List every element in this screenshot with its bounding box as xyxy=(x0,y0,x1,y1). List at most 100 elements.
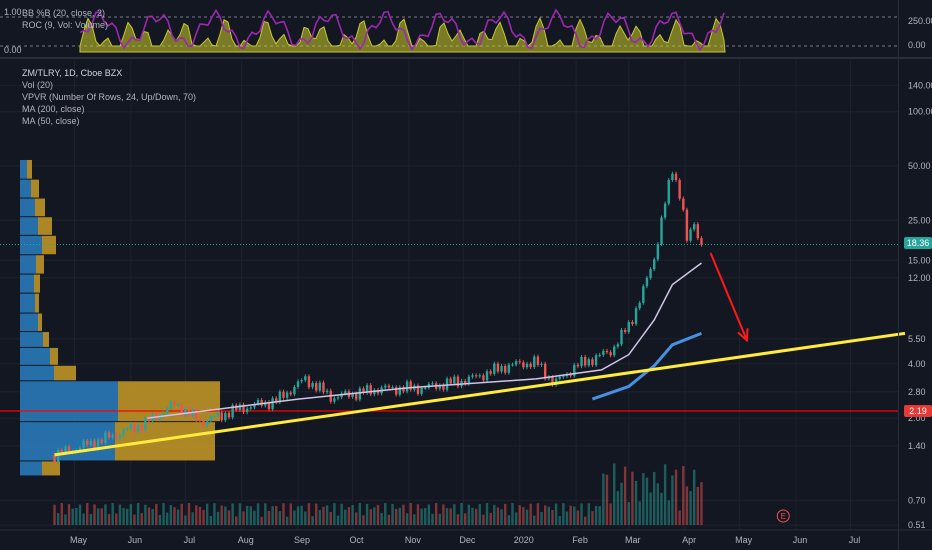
candle-body xyxy=(278,391,282,403)
volume-bar xyxy=(634,480,638,525)
volume-bar xyxy=(264,503,267,525)
volume-bar xyxy=(260,516,263,525)
volume-bar xyxy=(176,509,180,525)
volume-bar xyxy=(482,514,485,525)
volume-bar xyxy=(478,504,481,525)
volume-bar xyxy=(242,511,245,525)
candle-body xyxy=(405,381,409,392)
volume-bar xyxy=(474,508,478,525)
volume-bar xyxy=(653,471,656,525)
bb-legend[interactable]: BB %B (20, close, 2) xyxy=(22,8,106,18)
candle-body xyxy=(216,412,220,417)
time-tick-label: May xyxy=(735,535,753,545)
volume-bar xyxy=(285,516,289,525)
volume-bar xyxy=(485,503,489,525)
candle-body xyxy=(249,407,252,409)
volume-profile-down-bar xyxy=(50,347,58,365)
candle-body xyxy=(583,356,587,366)
candle-body xyxy=(64,446,67,453)
volume-bar xyxy=(631,471,634,525)
candle-body xyxy=(387,385,391,388)
volume-bar xyxy=(318,510,322,525)
candle-body xyxy=(594,355,598,366)
volume-bar xyxy=(522,507,525,525)
osc-left-tick-label: 1.00 xyxy=(4,7,22,17)
volume-bar xyxy=(424,508,427,525)
candle-body xyxy=(162,412,165,416)
volume-bar xyxy=(195,505,198,525)
osc-right-tick-label: 250.00 xyxy=(908,16,932,26)
candle-body xyxy=(591,359,594,366)
volume-bar xyxy=(354,512,358,525)
candle-body xyxy=(300,380,303,382)
candle-body xyxy=(689,229,692,241)
volume-bar xyxy=(147,507,151,525)
volume-bar xyxy=(551,510,554,525)
roc-legend[interactable]: ROC (9, Vol: Volume) xyxy=(22,20,109,30)
candle-body xyxy=(613,346,616,356)
volume-bar xyxy=(645,477,649,525)
volume-bar xyxy=(656,483,660,525)
vpvr-legend[interactable]: VPVR (Number Of Rows, 24, Up/Down, 70) xyxy=(22,92,197,102)
volume-bar xyxy=(583,516,587,525)
candle-body xyxy=(158,415,162,420)
volume-bar xyxy=(543,505,547,525)
candle-body xyxy=(111,434,114,438)
volume-bar xyxy=(315,503,318,525)
candle-body xyxy=(656,244,660,260)
candle-body xyxy=(282,391,285,398)
time-tick-label: Mar xyxy=(625,535,641,545)
volume-bar xyxy=(347,507,351,525)
volume-bar xyxy=(253,510,256,525)
ascending-trendline xyxy=(54,331,906,457)
candle-body xyxy=(238,404,242,411)
volume-bar xyxy=(289,503,292,525)
volume-bar xyxy=(329,512,332,525)
candle-body xyxy=(605,350,609,353)
pane-separator[interactable] xyxy=(0,57,932,59)
volume-bar xyxy=(471,507,474,525)
volume-legend[interactable]: Vol (20) xyxy=(22,80,54,90)
volume-bar xyxy=(325,505,329,525)
candle-body xyxy=(96,439,100,450)
candle-body xyxy=(464,380,467,384)
volume-bar xyxy=(627,502,630,525)
volume-bar xyxy=(198,506,202,525)
candle-body xyxy=(424,387,427,389)
candle-body xyxy=(547,377,551,379)
volume-bar xyxy=(663,464,667,525)
volume-bar xyxy=(358,503,362,525)
ma200-legend[interactable]: MA (200, close) xyxy=(22,104,85,114)
candle-body xyxy=(336,397,340,399)
candle-body xyxy=(580,356,583,367)
price-tick-label: 50.00 xyxy=(908,161,931,171)
volume-bar xyxy=(562,503,565,525)
price-tick-label: 0.70 xyxy=(908,495,926,505)
candle-body xyxy=(562,376,565,378)
volume-bar xyxy=(136,503,140,525)
candle-body xyxy=(224,412,227,421)
volume-profile-up-bar xyxy=(20,365,54,381)
candle-body xyxy=(169,401,173,409)
volume-bar xyxy=(104,504,107,525)
candle-body xyxy=(540,363,543,365)
candle-body xyxy=(576,364,580,367)
candle-body xyxy=(474,375,478,377)
volume-bar xyxy=(616,491,620,525)
ma50-legend[interactable]: MA (50, close) xyxy=(22,116,80,126)
volume-bar xyxy=(609,503,612,525)
volume-bar xyxy=(300,505,303,525)
oscillator-legend: BB %B (20, close, 2) ROC (9, Vol: Volume… xyxy=(22,7,108,31)
candle-body xyxy=(667,180,670,204)
volume-bar xyxy=(336,515,340,525)
candle-body xyxy=(369,385,372,395)
volume-bar xyxy=(420,508,423,525)
volume-bar xyxy=(587,503,590,525)
volume-bar xyxy=(245,505,249,525)
volume-bar xyxy=(351,505,354,525)
symbol-title[interactable]: ZM/TLRY, 1D, Cboe BZX xyxy=(22,68,123,78)
candle-body xyxy=(500,366,503,372)
volume-profile-up-bar xyxy=(20,235,42,255)
volume-bar xyxy=(529,503,532,525)
